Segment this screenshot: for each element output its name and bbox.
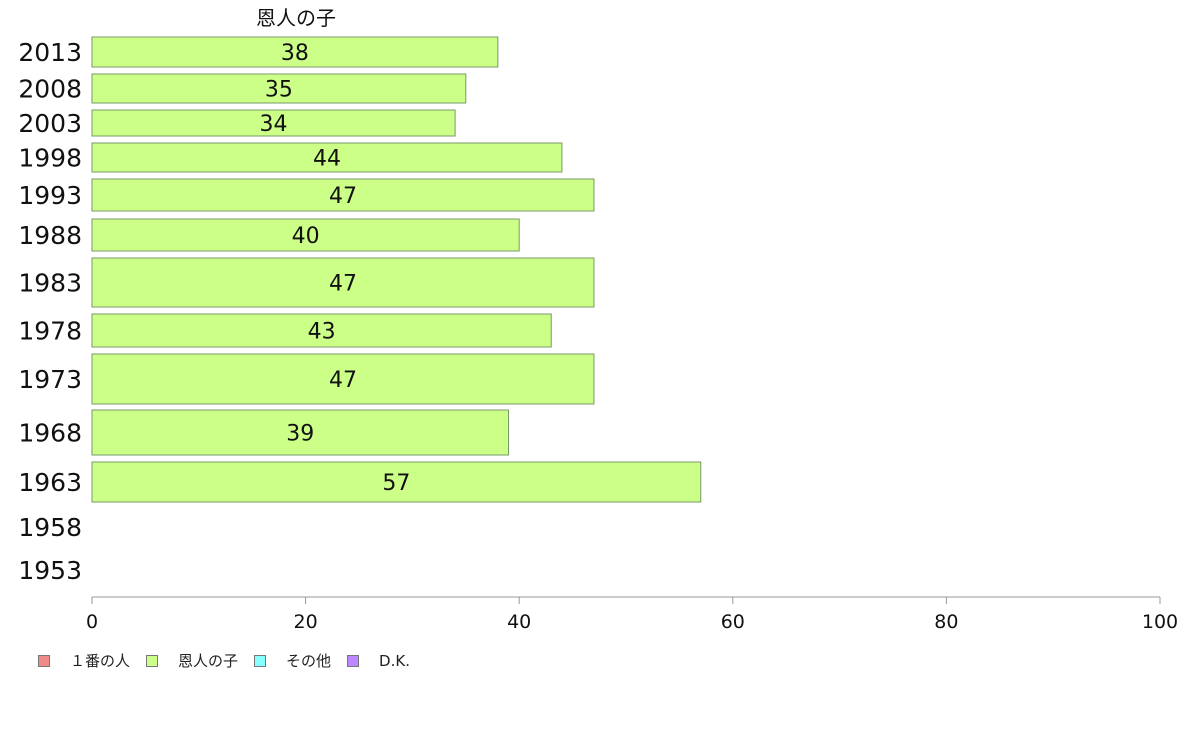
category-label: 1973 xyxy=(18,365,82,394)
legend-label: その他 xyxy=(286,652,332,670)
bar xyxy=(91,218,520,252)
bar-value-label: 40 xyxy=(292,224,320,249)
bar xyxy=(91,109,456,137)
bar-value-label: 35 xyxy=(265,78,293,103)
x-tick-label: 60 xyxy=(721,611,745,633)
bar xyxy=(91,353,595,405)
legend-swatch xyxy=(38,654,50,667)
bar xyxy=(91,257,595,308)
legend-label: １番の人 xyxy=(70,652,131,670)
category-label: 1968 xyxy=(18,419,82,448)
legend-swatch xyxy=(254,654,267,667)
legend-item: １番の人 xyxy=(38,650,130,671)
bar xyxy=(91,178,595,212)
chart-title: 恩人の子 xyxy=(256,6,336,30)
x-tick-label: 40 xyxy=(507,611,531,633)
bar-value-label: 39 xyxy=(286,422,314,447)
bar-value-label: 34 xyxy=(260,112,288,137)
x-tick-label: 80 xyxy=(934,611,958,633)
bar xyxy=(91,461,702,503)
legend-label: D.K. xyxy=(379,651,410,670)
category-label: 1983 xyxy=(18,269,82,298)
category-label: 2013 xyxy=(18,38,82,67)
bar-value-label: 47 xyxy=(329,368,357,393)
bar xyxy=(91,409,510,456)
bar-value-label: 38 xyxy=(281,41,309,66)
x-tick-label: 20 xyxy=(294,611,318,633)
bar xyxy=(91,73,467,104)
x-tick-label: 0 xyxy=(86,611,98,633)
bar-value-label: 47 xyxy=(329,184,357,209)
category-label: 1958 xyxy=(18,513,82,542)
legend-swatch xyxy=(146,654,159,667)
category-label: 1953 xyxy=(18,556,82,585)
category-label: 2008 xyxy=(18,75,82,104)
legend-label: 恩人の子 xyxy=(178,652,239,670)
category-label: 1993 xyxy=(18,181,82,210)
bar xyxy=(91,313,552,348)
category-label: 1978 xyxy=(18,317,82,346)
chart-legend: １番の人 恩人の子 その他 D.K. xyxy=(38,650,426,671)
category-label: 2003 xyxy=(18,109,82,138)
category-label: 1988 xyxy=(18,221,82,250)
category-label: 1963 xyxy=(18,468,82,497)
legend-swatch xyxy=(347,654,360,667)
x-tick-label: 100 xyxy=(1142,611,1178,633)
bar-value-label: 47 xyxy=(329,272,357,297)
legend-item: 恩人の子 xyxy=(146,650,238,671)
bar xyxy=(91,36,499,68)
legend-item: その他 xyxy=(254,650,331,671)
bar-value-label: 57 xyxy=(382,471,410,496)
bar xyxy=(91,142,563,173)
category-label: 1998 xyxy=(18,144,82,173)
bar-value-label: 44 xyxy=(313,147,341,172)
legend-item: D.K. xyxy=(347,652,410,670)
bar-value-label: 43 xyxy=(308,320,336,345)
